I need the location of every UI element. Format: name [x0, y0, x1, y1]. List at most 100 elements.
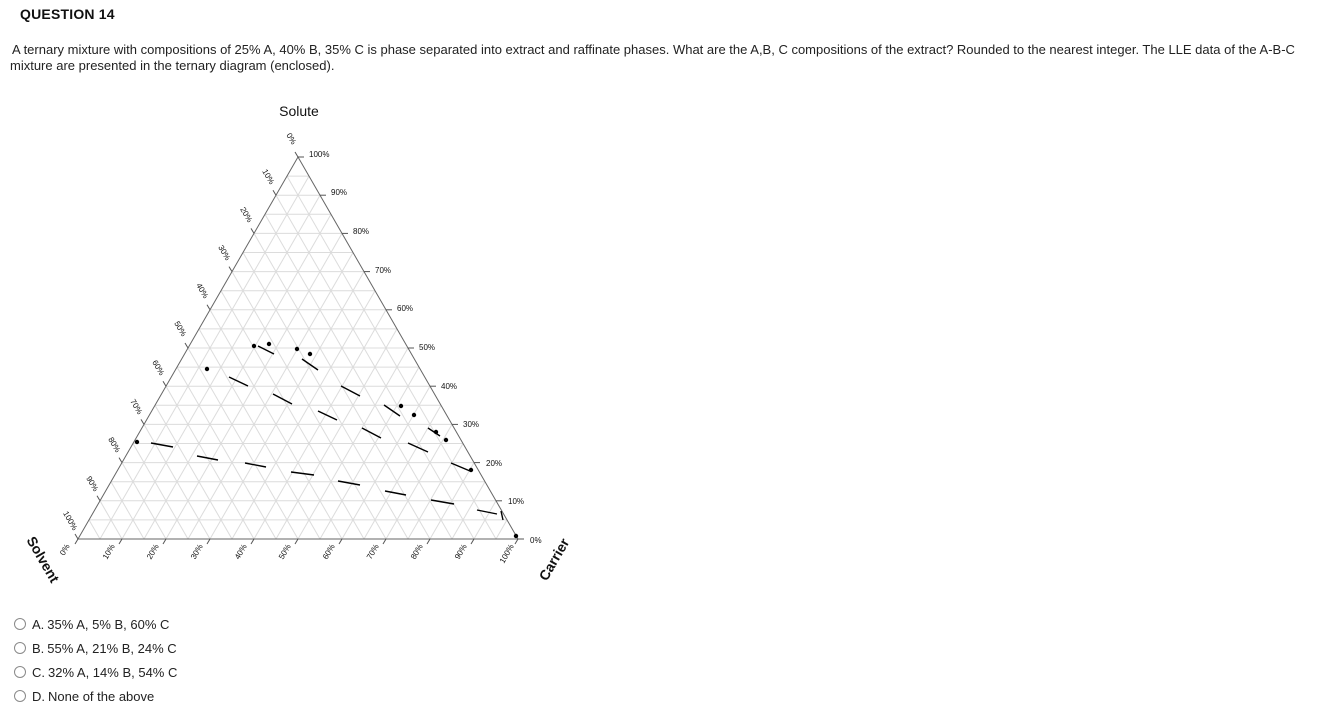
answer-option-d[interactable]: D. None of the above [14, 684, 177, 708]
ternary-grid [88, 175, 508, 540]
grid-line [242, 252, 409, 540]
tick-mark [272, 189, 277, 196]
tick-mark [294, 538, 299, 545]
left-tick-label: 50% [172, 320, 188, 338]
data-point [443, 437, 449, 443]
radio-button[interactable] [14, 666, 26, 678]
tick-mark [74, 538, 79, 545]
bottom-tick-label: 80% [409, 543, 425, 561]
bottom-tick-labels: 0% 10% 20% 30% 40% 50% 60% 70% 80% 90% 1… [58, 542, 516, 564]
left-tick-label: 40% [194, 282, 210, 300]
tie-line-dash [450, 462, 471, 472]
tie-line-dash [500, 510, 504, 521]
left-tick-label: 70% [128, 398, 144, 416]
bottom-tick-label: 90% [453, 543, 469, 561]
answer-letter: D. [32, 688, 45, 704]
grid-line [319, 366, 420, 540]
left-tick-label: 10% [260, 168, 276, 186]
tie-line-dash [150, 442, 174, 448]
bottom-tick-label: 0% [58, 542, 72, 557]
data-point [204, 366, 210, 372]
data-point [468, 467, 474, 473]
grid-line [176, 366, 277, 540]
right-tick-labels: 100% 90% 80% 70% 60% 50% 40% 30% 20% 10%… [309, 150, 542, 545]
data-point [513, 533, 519, 539]
bottom-tick-label: 20% [145, 543, 161, 561]
answer-option-b[interactable]: B. 55% A, 21% B, 24% C [14, 636, 177, 660]
answer-text: 35% A, 5% B, 60% C [47, 616, 170, 632]
right-tick-label: 100% [309, 150, 329, 159]
grid-line [99, 500, 123, 540]
answer-text: 55% A, 21% B, 24% C [47, 640, 177, 656]
question-title: QUESTION 14 [20, 6, 115, 22]
grid-line [495, 519, 508, 540]
tick-mark [118, 457, 123, 463]
grid-line [275, 328, 398, 540]
tick-mark [294, 151, 299, 158]
tie-line-dash [257, 345, 275, 355]
question-text-line-1: A ternary mixture with compositions of 2… [12, 42, 1295, 57]
grid-line [165, 385, 255, 540]
right-tick-label: 0% [530, 536, 542, 545]
tick-mark [514, 538, 519, 545]
bottom-tick-label: 60% [321, 543, 337, 561]
tick-mark [74, 533, 79, 540]
tie-line-dash [476, 509, 498, 515]
tick-marks [74, 151, 524, 545]
grid-line [110, 481, 145, 540]
grid-line [286, 175, 497, 540]
tick-mark [162, 538, 167, 545]
left-tick-label: 60% [150, 359, 166, 377]
radio-button[interactable] [14, 690, 26, 702]
answer-options: A. 35% A, 5% B, 60% C B. 55% A, 21% B, 2… [14, 612, 177, 708]
bottom-tick-label: 70% [365, 543, 381, 561]
grid-line [132, 443, 189, 540]
grid-line [143, 214, 332, 540]
grid-line [341, 385, 431, 540]
bottom-tick-label: 40% [233, 543, 249, 561]
right-tick-label: 40% [441, 382, 457, 391]
right-tick-label: 50% [419, 343, 435, 352]
grid-line [429, 462, 475, 540]
data-point [266, 341, 272, 347]
grid-line [385, 424, 453, 540]
grid-line [231, 290, 376, 540]
grid-line [363, 405, 442, 540]
tie-line-dash [301, 358, 319, 371]
data-point [294, 346, 300, 352]
right-tick-label: 90% [331, 188, 347, 197]
right-tick-label: 80% [353, 227, 369, 236]
left-tick-label: 20% [238, 206, 254, 224]
answer-letter: B. [32, 640, 45, 656]
left-tick-label: 0% [284, 131, 298, 146]
solute-axis-label: Solute [279, 103, 319, 119]
tie-line-dash [383, 404, 401, 417]
grid-line [187, 347, 299, 540]
answer-option-c[interactable]: C. 32% A, 14% B, 54% C [14, 660, 177, 684]
grid-line [99, 175, 310, 540]
right-tick-label: 10% [508, 497, 524, 506]
grid-line [187, 252, 354, 540]
data-point [251, 343, 257, 349]
answer-letter: A. [32, 616, 45, 632]
question-text: A ternary mixture with compositions of 2… [10, 42, 1332, 74]
answer-option-a[interactable]: A. 35% A, 5% B, 60% C [14, 612, 177, 636]
tick-mark [162, 380, 167, 387]
data-point [411, 412, 417, 418]
tie-line-dash [384, 490, 407, 496]
tie-line-dash [361, 427, 382, 439]
answer-text: None of the above [48, 688, 155, 704]
left-tick-label: 30% [216, 244, 232, 262]
data-point [398, 403, 404, 409]
right-tick-label: 70% [375, 266, 391, 275]
grid-line [264, 214, 453, 540]
tick-mark [206, 538, 211, 545]
radio-button[interactable] [14, 642, 26, 654]
bottom-tick-label: 30% [189, 543, 205, 561]
tie-line-dash [407, 442, 429, 453]
tie-line-dash [317, 410, 338, 421]
question-text-line-2: mixture are presented in the ternary dia… [10, 58, 335, 73]
radio-button[interactable] [14, 618, 26, 630]
tick-mark [118, 538, 123, 545]
